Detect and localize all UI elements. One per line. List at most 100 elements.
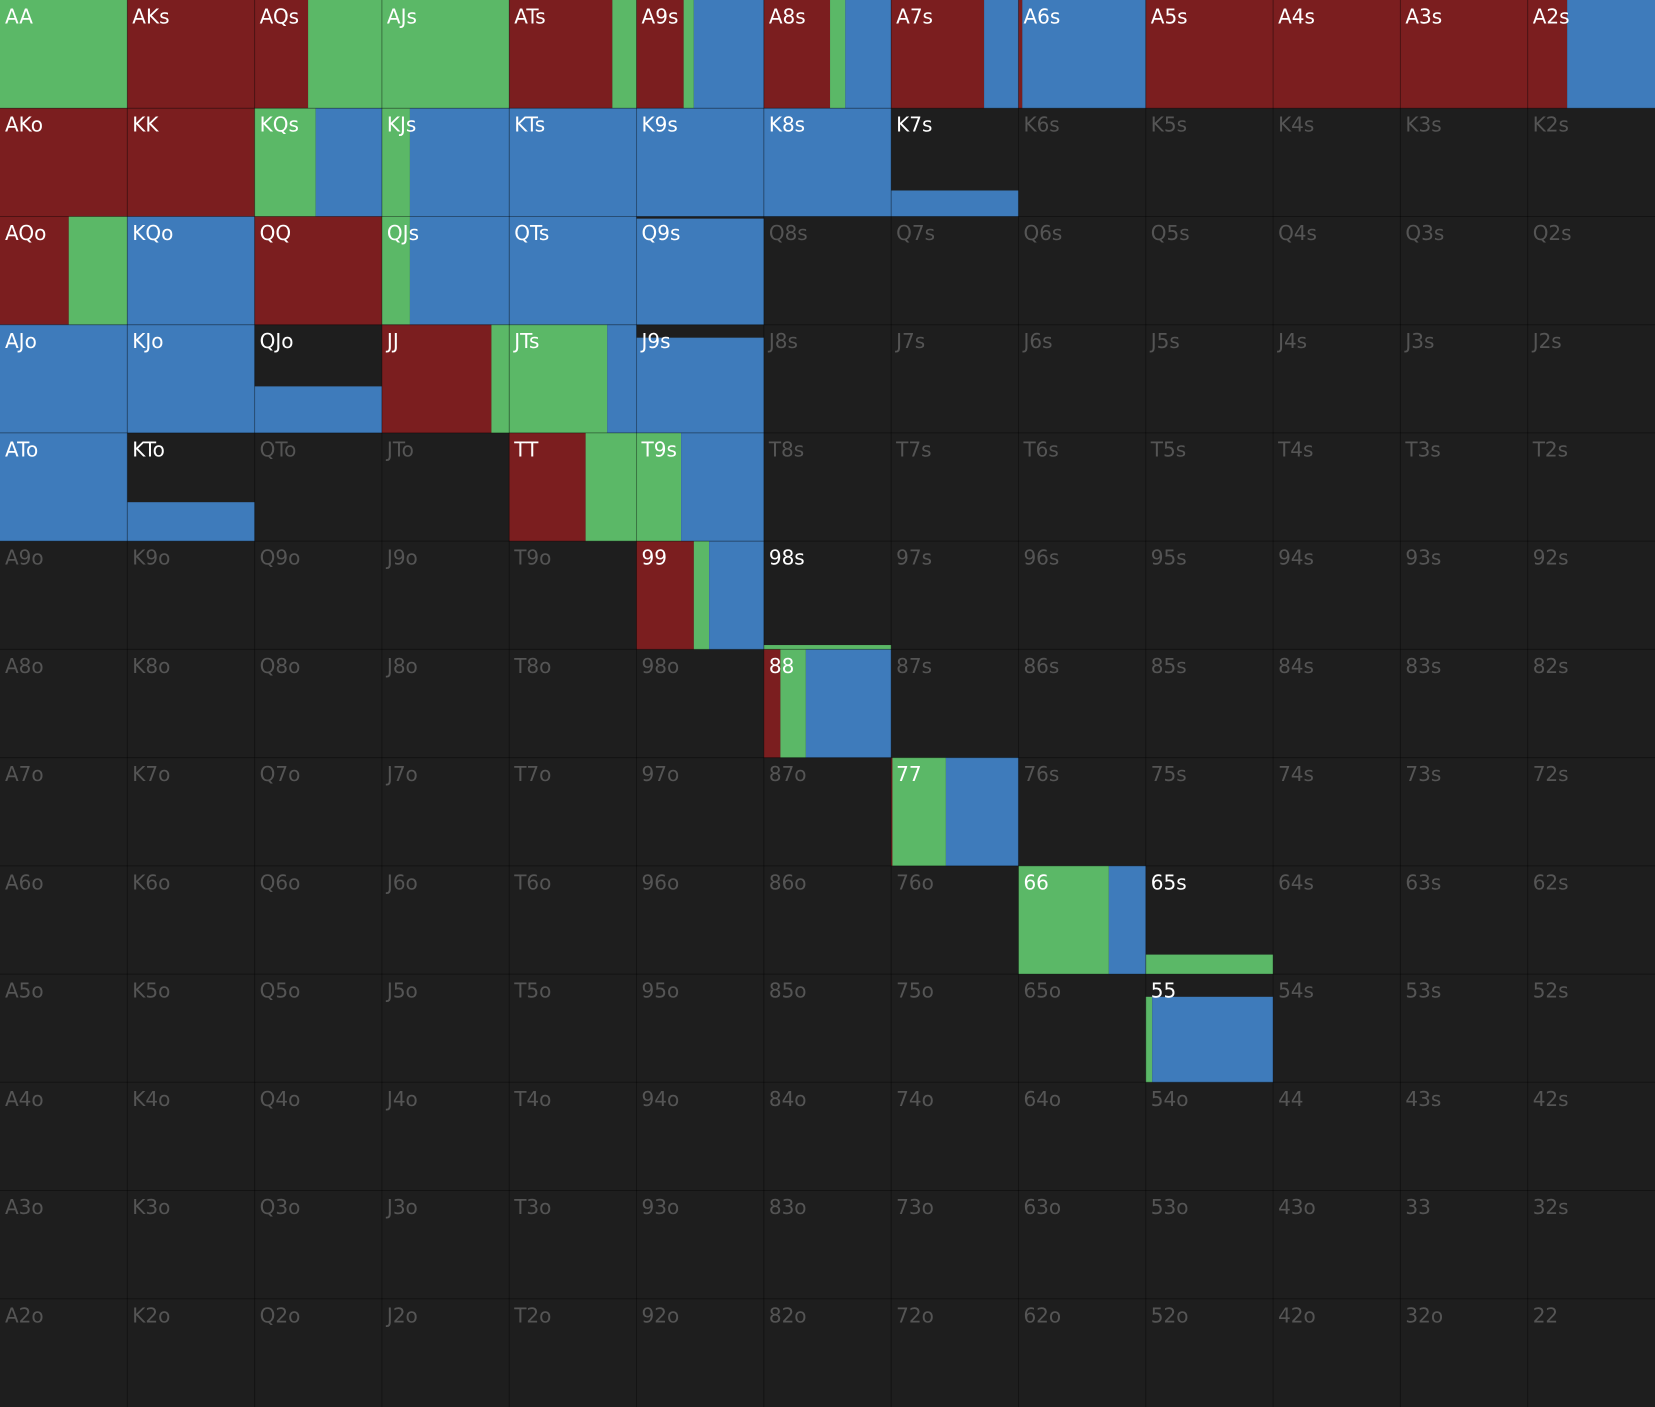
hand-label: Q5o: [260, 979, 301, 1003]
action-segment: [945, 757, 1019, 866]
action-segment: [763, 645, 892, 650]
hand-label: J4s: [1276, 329, 1307, 353]
hand-label: 75o: [896, 979, 934, 1003]
hand-label: T4s: [1277, 437, 1313, 461]
hand-label: K6o: [132, 870, 170, 894]
action-segment: [1567, 0, 1655, 109]
action-segment: [607, 324, 637, 433]
action-segment: [1018, 0, 1023, 109]
hand-label: A9o: [5, 546, 44, 570]
hand-label: AKo: [5, 113, 43, 137]
hand-label: K7o: [132, 762, 170, 786]
hand-label: 53s: [1405, 979, 1441, 1003]
hand-label: A9s: [642, 5, 679, 29]
action-segment: [1145, 954, 1274, 975]
hand-label: J5o: [385, 979, 418, 1003]
action-segment: [763, 649, 781, 758]
hand-label: Q2s: [1533, 221, 1572, 245]
action-segment: [636, 337, 764, 433]
hand-label: 62o: [1023, 1303, 1061, 1327]
action-segment: [315, 108, 382, 217]
hand-label: 87s: [896, 654, 932, 678]
hand-label: QTs: [514, 221, 549, 245]
action-segment: [1022, 0, 1146, 109]
hand-label: 92s: [1533, 546, 1569, 570]
hand-label: 72o: [896, 1303, 934, 1327]
action-segment: [68, 216, 128, 325]
hand-label: ATs: [514, 5, 545, 29]
hand-label: A2o: [5, 1303, 44, 1327]
hand-label: 52o: [1151, 1303, 1189, 1327]
hand-label: Q4o: [260, 1087, 301, 1111]
hand-label: J6s: [1021, 329, 1052, 353]
action-segment: [709, 541, 764, 650]
hand-label: J9o: [385, 546, 418, 570]
hand-label: JTs: [512, 329, 539, 353]
hand-label: Q7o: [260, 762, 301, 786]
hand-label: A4s: [1278, 5, 1315, 29]
hand-label: T3s: [1404, 437, 1440, 461]
action-segment: [1145, 996, 1153, 1083]
hand-label: 74s: [1278, 762, 1314, 786]
hand-label: 95o: [642, 979, 680, 1003]
hand-label: J7s: [894, 329, 925, 353]
hand-label: 95s: [1151, 546, 1187, 570]
hand-label: K4s: [1278, 113, 1314, 137]
hand-label: 92o: [642, 1303, 680, 1327]
action-segment: [254, 216, 382, 325]
action-segment: [780, 649, 806, 758]
hand-label: A6o: [5, 870, 44, 894]
hand-label: 97o: [642, 762, 680, 786]
hand-label: 87o: [769, 762, 807, 786]
action-segment: [683, 0, 694, 109]
hand-label: 88: [769, 654, 794, 678]
action-segment: [1145, 0, 1274, 109]
hand-label: 83s: [1405, 654, 1441, 678]
hand-label: QJo: [260, 329, 294, 353]
hand-label: 32s: [1533, 1195, 1569, 1219]
hand-label: Q2o: [260, 1303, 301, 1327]
hand-label: A8o: [5, 654, 44, 678]
hand-label: KJs: [387, 113, 416, 137]
hand-label: 76s: [1023, 762, 1059, 786]
hand-label: A7o: [5, 762, 44, 786]
action-segment: [1527, 0, 1568, 109]
action-segment: [254, 0, 309, 109]
hand-label: J4o: [385, 1087, 418, 1111]
action-segment: [891, 0, 985, 109]
hand-label: AA: [5, 5, 33, 29]
hand-label: K4o: [132, 1087, 170, 1111]
hand-label: 86o: [769, 870, 807, 894]
hand-label: 63s: [1405, 870, 1441, 894]
hand-label: A6s: [1023, 5, 1060, 29]
hand-label: Q3s: [1405, 221, 1444, 245]
action-segment: [381, 216, 410, 325]
action-segment: [509, 0, 613, 109]
hand-label: A3s: [1405, 5, 1442, 29]
action-segment: [984, 0, 1019, 109]
hand-label: K3s: [1405, 113, 1441, 137]
hand-label: K2o: [132, 1303, 170, 1327]
hand-label: 53o: [1151, 1195, 1189, 1219]
action-segment: [254, 386, 382, 433]
hand-label: J7o: [385, 762, 418, 786]
hand-label: A2s: [1533, 5, 1570, 29]
hand-label: K8s: [769, 113, 805, 137]
hand-label: AQs: [260, 5, 300, 29]
hand-label: AKs: [132, 5, 169, 29]
action-segment: [0, 216, 69, 325]
hand-label: 98o: [642, 654, 680, 678]
hand-label: K7s: [896, 113, 932, 137]
hand-label: 62s: [1533, 870, 1569, 894]
action-segment: [1400, 0, 1528, 109]
hand-label: 66: [1023, 870, 1048, 894]
hand-label: J2o: [385, 1303, 418, 1327]
hand-label: J9s: [640, 329, 671, 353]
hand-label: Q8o: [260, 654, 301, 678]
hand-label: Q5s: [1151, 221, 1190, 245]
action-segment: [254, 108, 316, 217]
action-segment: [0, 432, 128, 542]
hand-label: 94o: [642, 1087, 680, 1111]
